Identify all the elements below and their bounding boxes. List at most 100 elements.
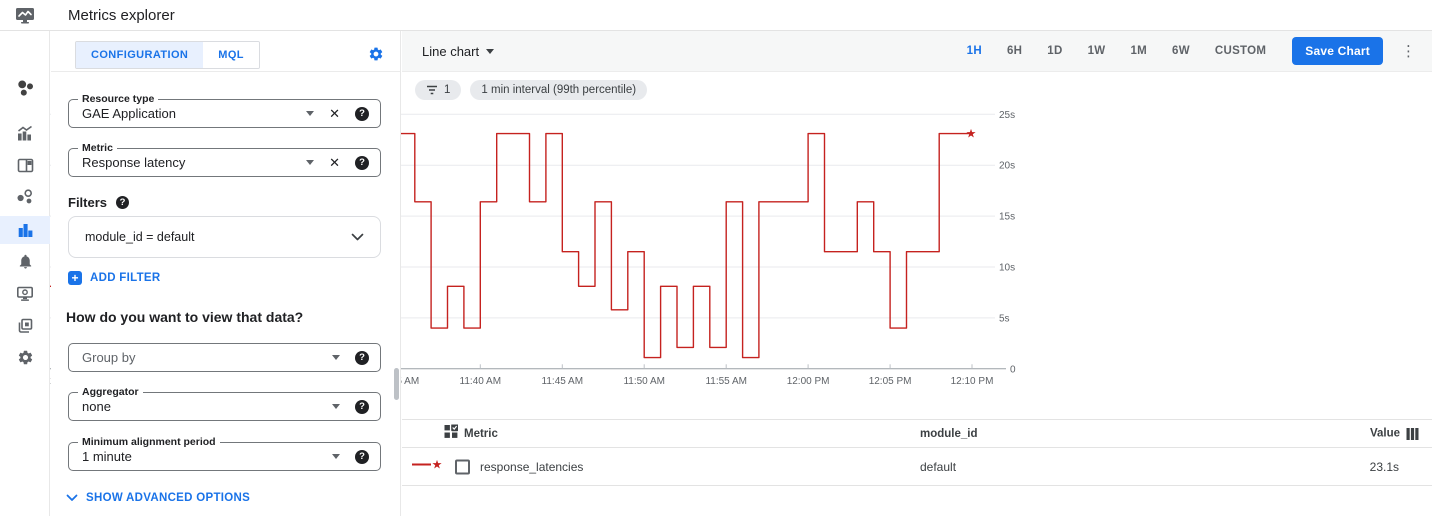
dashboards-icon bbox=[17, 158, 33, 172]
aggregator-field[interactable]: Aggregator none ? bbox=[68, 386, 381, 421]
series-legend-marker: ★ bbox=[411, 458, 443, 477]
config-scrollbar[interactable] bbox=[394, 368, 399, 400]
svg-text:11:50 AM: 11:50 AM bbox=[623, 376, 665, 387]
metric-field[interactable]: Metric Response latency ✕ ? bbox=[68, 142, 381, 177]
svg-text:12:00 PM: 12:00 PM bbox=[787, 376, 830, 387]
time-range-6w[interactable]: 6W bbox=[1172, 45, 1190, 57]
metric-value: Response latency bbox=[82, 155, 186, 170]
svg-text:11:40 AM: 11:40 AM bbox=[460, 376, 502, 387]
help-icon[interactable]: ? bbox=[355, 449, 369, 464]
config-divider bbox=[51, 71, 400, 72]
sidebar-item-monitoring-overview[interactable] bbox=[0, 74, 50, 102]
dropdown-arrow-icon[interactable] bbox=[332, 355, 340, 360]
sidebar-item-settings[interactable] bbox=[0, 343, 50, 371]
help-icon[interactable]: ? bbox=[355, 155, 369, 170]
col-header-module-id[interactable]: module_id bbox=[920, 427, 978, 440]
series-metric-name[interactable]: response_latencies bbox=[480, 460, 584, 474]
svg-text:11:55 AM: 11:55 AM bbox=[705, 376, 747, 387]
config-tabs: CONFIGURATION MQL bbox=[75, 41, 260, 69]
filters-heading: Filters bbox=[68, 195, 108, 210]
sidebar-item-alerting[interactable] bbox=[0, 247, 50, 275]
time-range-custom[interactable]: CUSTOM bbox=[1214, 45, 1267, 57]
config-settings-gear-icon[interactable] bbox=[368, 46, 384, 62]
filter-chip-module-id[interactable]: module_id = default bbox=[68, 216, 381, 258]
legend-star-glyph: ★ bbox=[432, 458, 443, 472]
series-latest-value: 23.1s bbox=[1369, 460, 1399, 474]
time-range-1w[interactable]: 1W bbox=[1087, 45, 1106, 57]
services-icon bbox=[17, 189, 32, 204]
chevron-down-icon bbox=[66, 494, 78, 501]
show-advanced-options-button[interactable]: SHOW ADVANCED OPTIONS bbox=[66, 492, 250, 504]
clear-icon[interactable]: ✕ bbox=[329, 106, 340, 121]
sidebar-item-dashboards[interactable] bbox=[0, 151, 50, 179]
dropdown-arrow-icon[interactable] bbox=[306, 160, 315, 165]
app-header: Metrics explorer bbox=[0, 0, 1432, 31]
help-icon[interactable]: ? bbox=[355, 399, 369, 414]
series-checkbox[interactable] bbox=[455, 459, 470, 475]
col-header-value-group[interactable]: Value bbox=[1370, 427, 1419, 440]
save-chart-button[interactable]: Save Chart bbox=[1292, 37, 1383, 65]
settings-gear-icon bbox=[18, 350, 32, 364]
col-header-value: Value bbox=[1369, 427, 1400, 440]
min-alignment-period-field[interactable]: Minimum alignment period 1 minute ? bbox=[68, 436, 381, 471]
resource-type-field[interactable]: Resource type GAE Application ✕ ? bbox=[68, 93, 381, 128]
time-range-1h[interactable]: 1H bbox=[966, 45, 982, 57]
sidebar-item-metrics-explorer[interactable] bbox=[0, 216, 50, 244]
series-module-id: default bbox=[920, 460, 957, 474]
dropdown-arrow-icon[interactable] bbox=[306, 111, 315, 116]
sidebar-item-uptime-checks[interactable] bbox=[0, 279, 50, 307]
help-icon[interactable]: ? bbox=[355, 106, 369, 121]
chart-toolbar: Line chart 1H 6H 1D 1W 1M 6W CUSTOM Save Chart… bbox=[402, 31, 1432, 72]
chart-chips-row: 1 1 min interval (99th percentile) bbox=[415, 80, 648, 100]
bell-icon bbox=[19, 254, 31, 269]
add-filter-button[interactable]: + ADD FILTER bbox=[68, 271, 161, 285]
columns-icon[interactable] bbox=[1406, 427, 1419, 440]
legend-table-row: ★ response_latencies default 23.1s bbox=[402, 449, 1432, 486]
time-range-group: 1H 6H 1D 1W 1M 6W CUSTOM bbox=[967, 45, 1267, 57]
show-advanced-label: SHOW ADVANCED OPTIONS bbox=[86, 492, 251, 504]
latest-value-star-icon: ★ bbox=[966, 127, 977, 141]
help-icon[interactable]: ? bbox=[355, 350, 369, 365]
sidebar-item-groups[interactable] bbox=[0, 311, 50, 339]
chart-type-dropdown[interactable]: Line chart bbox=[422, 43, 495, 59]
metrics-explorer-icon bbox=[18, 223, 32, 237]
groups-icon bbox=[18, 318, 32, 333]
page-title: Metrics explorer bbox=[68, 7, 175, 24]
time-range-1d[interactable]: 1D bbox=[1047, 45, 1063, 57]
filters-heading-row: Filters ? bbox=[68, 195, 130, 210]
grid-select-icon[interactable] bbox=[444, 423, 459, 443]
svg-text:10s: 10s bbox=[999, 263, 1015, 274]
aggregator-label: Aggregator bbox=[78, 386, 143, 398]
clear-icon[interactable]: ✕ bbox=[329, 155, 340, 170]
time-range-6h[interactable]: 6H bbox=[1006, 45, 1023, 57]
sidebar-item-services[interactable] bbox=[0, 183, 50, 211]
filter-chip-text: module_id = default bbox=[85, 230, 195, 244]
dropdown-arrow-icon[interactable] bbox=[332, 404, 340, 409]
svg-text:12:10 PM: 12:10 PM bbox=[951, 376, 994, 387]
sidebar-item-metrics[interactable] bbox=[0, 119, 50, 147]
svg-text:5s: 5s bbox=[999, 313, 1010, 324]
add-box-icon: + bbox=[68, 271, 82, 285]
more-vertical-icon[interactable]: ⋮ bbox=[1401, 42, 1416, 60]
svg-text:11:45 AM: 11:45 AM bbox=[542, 376, 584, 387]
metric-label: Metric bbox=[78, 142, 117, 154]
monitoring-logo-icon bbox=[0, 0, 50, 31]
dropdown-arrow-icon[interactable] bbox=[332, 454, 340, 459]
filter-count-chip[interactable]: 1 bbox=[415, 80, 462, 100]
help-icon[interactable]: ? bbox=[116, 196, 130, 209]
tab-mql[interactable]: MQL bbox=[203, 42, 259, 68]
interval-chip[interactable]: 1 min interval (99th percentile) bbox=[470, 80, 648, 100]
chart-type-label: Line chart bbox=[422, 43, 480, 59]
view-data-question: How do you want to view that data? bbox=[66, 309, 304, 325]
col-header-metric[interactable]: Metric bbox=[464, 427, 498, 440]
configuration-panel: CONFIGURATION MQL Resource type GAE Appl… bbox=[51, 31, 401, 516]
group-by-field[interactable]: Group by ? bbox=[68, 343, 381, 372]
svg-text:20s: 20s bbox=[999, 161, 1015, 172]
min-alignment-label: Minimum alignment period bbox=[78, 436, 220, 448]
time-range-1m[interactable]: 1M bbox=[1130, 45, 1148, 57]
min-alignment-value: 1 minute bbox=[82, 449, 132, 464]
interval-chip-label: 1 min interval (99th percentile) bbox=[481, 84, 637, 96]
tab-configuration[interactable]: CONFIGURATION bbox=[76, 42, 204, 68]
filter-list-icon bbox=[427, 85, 437, 95]
svg-text:25s: 25s bbox=[999, 110, 1015, 121]
